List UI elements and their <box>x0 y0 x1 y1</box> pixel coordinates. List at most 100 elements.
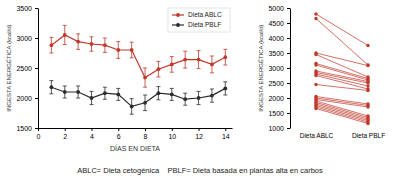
error-cap <box>210 102 214 103</box>
tick: 2000 <box>16 95 38 102</box>
tick-mark <box>35 68 38 69</box>
tick-mark <box>35 128 38 129</box>
tick-label: 4 <box>90 133 94 140</box>
point <box>366 84 369 87</box>
error-cap <box>183 51 187 52</box>
error-cap <box>63 25 67 26</box>
tick-label: Dieta ABLC <box>300 132 334 139</box>
tick: 3500 <box>16 5 38 12</box>
caption: ABLC= Dieta cetogénica PBLF= Dieta basad… <box>77 166 323 175</box>
error-cap <box>90 51 94 52</box>
plot-area <box>314 12 369 125</box>
error-cap <box>170 56 174 57</box>
tick: 14 <box>222 128 230 140</box>
legend-item: Dieta PBLF <box>172 21 221 28</box>
tick-mark <box>38 128 39 131</box>
tick-label: 3500 <box>16 5 32 12</box>
chart: 15002000250030003500INGESTA ENERGÉTICA (… <box>0 0 400 181</box>
tick-label: Dieta PBLF <box>352 132 385 139</box>
axis: Dieta ABLC Dieta PBLF <box>300 132 385 139</box>
error-cap <box>183 105 187 106</box>
point <box>143 101 147 105</box>
error-cap <box>103 87 107 88</box>
error-cap <box>156 77 160 78</box>
error-cap <box>210 89 214 90</box>
axis: 100015002000250030003500400045005000 <box>268 5 290 132</box>
error-cap <box>223 49 227 50</box>
tick: Dieta ABLC <box>300 132 334 139</box>
tick-label: 1500 <box>16 125 32 132</box>
axis-title: INGESTA ENERGÉTICA (kcal/d) <box>6 24 12 111</box>
point <box>223 55 227 59</box>
error-cap <box>116 88 120 89</box>
error-cap <box>210 72 214 73</box>
tick-label: 12 <box>195 133 203 140</box>
tick-label: 2500 <box>268 80 284 87</box>
point <box>116 93 120 97</box>
point <box>366 64 369 67</box>
tick-mark <box>199 128 200 131</box>
point <box>183 58 187 62</box>
tick-label: 6 <box>117 133 121 140</box>
tick-mark <box>287 38 290 39</box>
tick: 3500 <box>268 50 290 57</box>
axis: 02468101214 <box>37 128 233 140</box>
point <box>170 93 174 97</box>
error-cap <box>223 95 227 96</box>
error-cap <box>103 52 107 53</box>
line <box>51 87 225 106</box>
tick-mark <box>35 8 38 9</box>
point <box>90 96 94 100</box>
tick: 10 <box>168 128 176 140</box>
point <box>314 17 317 20</box>
slope-line <box>316 76 368 90</box>
tick-label: 14 <box>222 133 230 140</box>
tick-label: 8 <box>144 133 148 140</box>
tick: 1500 <box>268 110 290 117</box>
error-cap <box>170 88 174 89</box>
point <box>63 33 67 37</box>
tick: 8 <box>144 128 148 140</box>
error-cap <box>156 61 160 62</box>
slope-line <box>316 53 368 66</box>
axis-line <box>39 128 233 129</box>
tick: 1000 <box>268 125 290 132</box>
error-cap <box>116 58 120 59</box>
series <box>314 63 369 81</box>
tick-label: 10 <box>168 133 176 140</box>
point <box>157 67 161 71</box>
tick-label: 4000 <box>268 35 284 42</box>
tick-label: 5000 <box>268 5 284 12</box>
error-cap <box>130 42 134 43</box>
tick: 1500 <box>16 125 38 132</box>
axis-line <box>38 9 39 129</box>
error-cap <box>143 87 147 88</box>
point <box>366 89 369 92</box>
tick-label: 2000 <box>16 95 32 102</box>
error-cap <box>116 41 120 42</box>
point <box>366 122 369 125</box>
error-cap <box>223 65 227 66</box>
legend-box <box>168 8 230 32</box>
error-cap <box>156 86 160 87</box>
point <box>63 90 67 94</box>
point <box>314 63 317 66</box>
tick-mark <box>65 128 66 131</box>
point <box>314 107 317 110</box>
error-cap <box>49 93 53 94</box>
point <box>223 87 227 91</box>
tick-label: 0 <box>37 133 41 140</box>
legend-label: Dieta PBLF <box>188 21 221 28</box>
point <box>170 63 174 67</box>
tick-mark <box>287 98 290 99</box>
axis-title: INGESTA ENERGÉTICA (kcal/d) <box>258 24 264 111</box>
error-cap <box>197 91 201 92</box>
series <box>314 107 369 125</box>
legend-marker <box>176 13 180 17</box>
point <box>49 43 53 47</box>
point <box>130 105 134 109</box>
error-cap <box>210 56 214 57</box>
error-cap <box>90 36 94 37</box>
point <box>76 90 80 94</box>
point <box>197 58 201 62</box>
